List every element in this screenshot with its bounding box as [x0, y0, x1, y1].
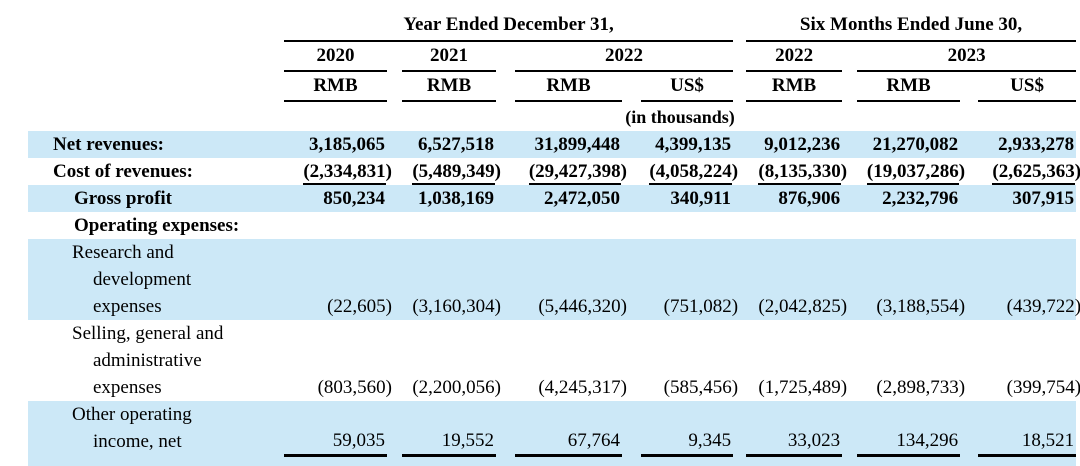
- year-header-2022: 2022: [515, 41, 734, 72]
- value-cell: (3,188,554): [876, 296, 966, 317]
- row-label: Operating expenses:: [74, 215, 240, 236]
- value-cell: (3,160,304): [412, 296, 501, 317]
- year-header-2022-six-months: 2022: [746, 41, 843, 72]
- col-group-year-ended: Year Ended December 31,: [284, 0, 734, 42]
- row-label: Net revenues:: [53, 134, 164, 155]
- value-cell: (5,446,320): [538, 296, 627, 317]
- row-gross-profit: Gross profit 850,234 1,038,169 2,472,050…: [28, 185, 1077, 212]
- row-label: Other operating income, net: [72, 404, 192, 452]
- currency-header: RMB: [857, 71, 961, 102]
- in-thousands-note: (in thousands): [625, 107, 735, 127]
- value-cell: 21,270,082: [872, 134, 959, 155]
- header-row-groups: Year Ended December 31, Six Months Ended…: [28, 0, 1077, 42]
- value-cell: 9,012,236: [764, 134, 841, 155]
- value-cell: 2,232,796: [882, 188, 959, 209]
- value-cell: 6,527,518: [418, 134, 494, 155]
- row-sga-expenses: Selling, general and administrative expe…: [28, 320, 1080, 401]
- col-group-six-months: Six Months Ended June 30,: [746, 0, 1077, 42]
- value-cell: 59,035: [284, 401, 387, 457]
- income-statement-table: Year Ended December 31, Six Months Ended…: [28, 0, 1080, 466]
- value-cell: (4,058,224): [641, 158, 738, 185]
- value-cell: 340,911: [670, 188, 732, 209]
- value-cell: (5,489,349): [402, 158, 501, 185]
- value-cell: (2,334,831): [284, 158, 392, 185]
- currency-header: US$: [978, 71, 1077, 102]
- stripe-spacer: [28, 455, 1077, 466]
- row-label: Selling, general and administrative expe…: [72, 323, 224, 398]
- value-cell: 19,552: [402, 401, 496, 457]
- value-cell: (439,722): [1006, 296, 1080, 317]
- year-header-2020: 2020: [284, 41, 387, 72]
- value-cell: 18,521: [978, 401, 1077, 457]
- value-cell: 67,764: [515, 401, 622, 457]
- value-cell: (2,042,825): [758, 296, 848, 317]
- year-header-2023: 2023: [857, 41, 1077, 72]
- value-cell: 9,345: [641, 401, 734, 457]
- row-net-revenues: Net revenues: 3,185,065 6,527,518 31,899…: [28, 131, 1077, 158]
- currency-header: RMB: [284, 71, 387, 102]
- value-cell: (1,725,489): [758, 377, 848, 398]
- note-row: (in thousands): [28, 101, 1076, 131]
- row-operating-expenses: Operating expenses:: [28, 212, 1076, 239]
- value-cell: (19,037,286): [857, 158, 965, 185]
- row-label: Research and development expenses: [72, 242, 192, 317]
- value-cell: (399,754): [1006, 377, 1080, 398]
- value-cell: (2,200,056): [412, 377, 501, 398]
- currency-header: RMB: [515, 71, 622, 102]
- value-cell: 2,472,050: [544, 188, 620, 209]
- value-cell: 4,399,135: [655, 134, 732, 155]
- currency-header: US$: [641, 71, 734, 102]
- value-cell: 134,296: [857, 401, 961, 457]
- currency-header: RMB: [746, 71, 843, 102]
- value-cell: (22,605): [327, 296, 392, 317]
- row-rd-expenses: Research and development expenses (22,60…: [28, 239, 1080, 320]
- row-cost-of-revenues: Cost of revenues: (2,334,831) (5,489,349…: [28, 158, 1080, 185]
- row-label: Cost of revenues:: [53, 161, 194, 182]
- value-cell: (803,560): [317, 377, 392, 398]
- header-row-years: 2020 2021 2022 2022 2023: [28, 41, 1077, 72]
- value-cell: (585,456): [663, 377, 739, 398]
- value-cell: 31,899,448: [534, 134, 621, 155]
- header-row-currencies: RMB RMB RMB US$ RMB RMB US$: [28, 71, 1077, 102]
- value-cell: 2,933,278: [998, 134, 1075, 155]
- value-cell: 1,038,169: [418, 188, 494, 209]
- value-cell: (2,898,733): [876, 377, 966, 398]
- year-header-2021: 2021: [402, 41, 496, 72]
- row-other-operating-income: Other operating income, net 59,035 19,55…: [28, 401, 1077, 457]
- value-cell: 876,906: [778, 188, 841, 209]
- value-cell: (8,135,330): [746, 158, 847, 185]
- value-cell: (4,245,317): [538, 377, 627, 398]
- value-cell: 33,023: [746, 401, 843, 457]
- value-cell: 850,234: [323, 188, 385, 209]
- value-cell: 3,185,065: [309, 134, 385, 155]
- value-cell: (751,082): [663, 296, 739, 317]
- value-cell: (29,427,398): [515, 158, 627, 185]
- value-cell: (2,625,363): [978, 158, 1080, 185]
- value-cell: 307,915: [1012, 188, 1075, 209]
- currency-header: RMB: [402, 71, 496, 102]
- row-label: Gross profit: [74, 188, 172, 209]
- financial-statement-page: { "table": { "groups": { "year_ended": "…: [28, 0, 1080, 466]
